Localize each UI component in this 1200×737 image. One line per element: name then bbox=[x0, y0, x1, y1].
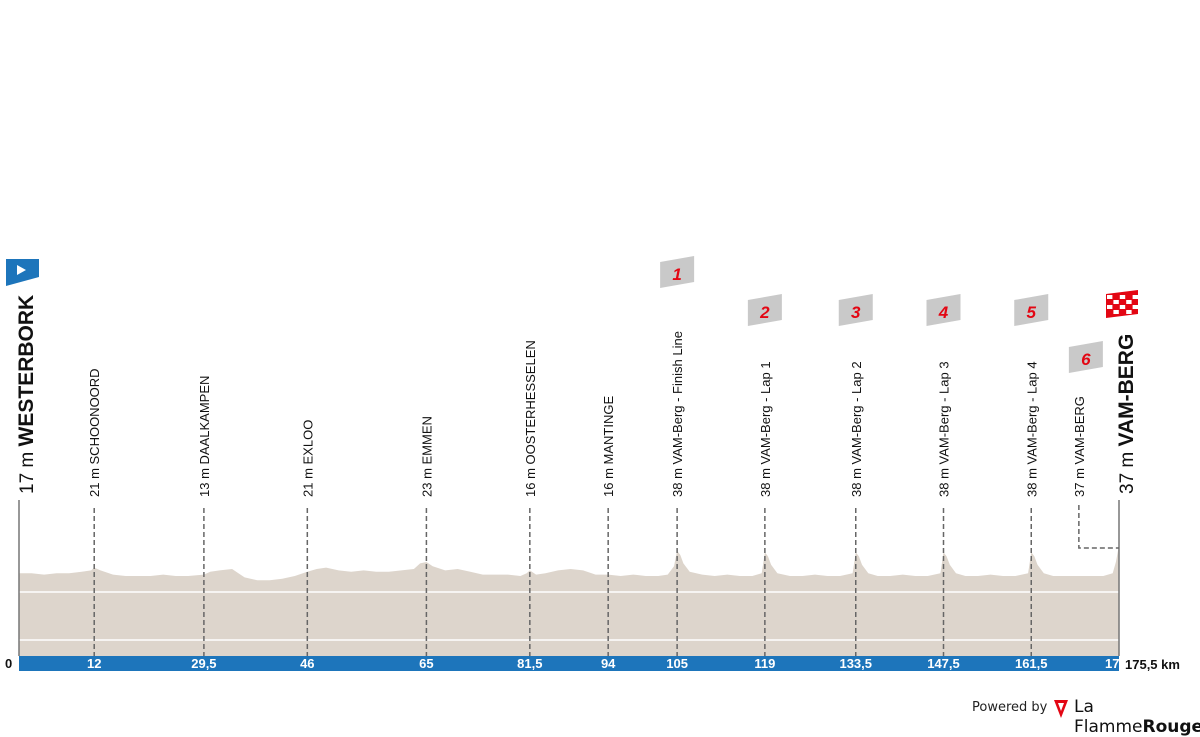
waypoint-label: 16 m MANTINGE bbox=[601, 396, 616, 497]
start-flag-icon bbox=[6, 259, 39, 286]
km-tick-label: 119 bbox=[754, 656, 775, 671]
checker-square bbox=[1119, 305, 1126, 309]
checker-square bbox=[1113, 300, 1119, 304]
finish-altitude-label: 37 m bbox=[1117, 446, 1138, 494]
waypoint-label: 38 m VAM-Berg - Lap 4 bbox=[1024, 361, 1039, 497]
waypoint-label: 38 m VAM-Berg - Lap 1 bbox=[758, 361, 773, 497]
sprint-flag-icon bbox=[1014, 294, 1049, 326]
sprint-flag-icon bbox=[926, 294, 961, 326]
km-tick-label: 65 bbox=[419, 656, 433, 671]
checker-pattern bbox=[1107, 295, 1138, 314]
flame-logo-icon bbox=[1054, 700, 1068, 718]
waypoint-markers-group bbox=[18, 500, 1120, 656]
flags-group: 1 2 3 4 5 6 bbox=[6, 256, 1138, 373]
distance-axis-group: 0 175,5 km 12 29,5 46 65 81,5 94 105 119 133,5 147,… bbox=[5, 656, 1180, 672]
finish-flag-icon bbox=[1106, 290, 1138, 318]
km-tick-label: 175 bbox=[1105, 656, 1127, 671]
sprint-flag-icon bbox=[1068, 341, 1103, 373]
total-distance-label: 175,5 km bbox=[1125, 657, 1180, 672]
sprint-flag-icon bbox=[660, 256, 695, 288]
waypoint-labels-group: 17 m WESTERBORK 37 m VAM-BERG 21 m SCHOONO… bbox=[15, 295, 1138, 497]
waypoint-label: 38 m VAM-Berg - Finish Line bbox=[670, 331, 685, 497]
finish-label: 37 m VAM-BERG bbox=[1115, 334, 1138, 494]
distance-axis-bar bbox=[19, 656, 1119, 671]
checker-square bbox=[1126, 300, 1132, 304]
finish-name-label: VAM-BERG bbox=[1115, 334, 1138, 447]
profile-area bbox=[19, 545, 1119, 656]
km-tick-label: 46 bbox=[300, 656, 314, 671]
checker-square bbox=[1119, 295, 1126, 299]
km-tick-label: 133,5 bbox=[839, 656, 872, 671]
waypoint-label: 16 m OOSTERHESSELEN bbox=[523, 340, 538, 497]
sprint-flag-icon bbox=[838, 294, 873, 326]
start-name-label: WESTERBORK bbox=[15, 295, 38, 447]
waypoint-label: 21 m EXLOO bbox=[300, 420, 315, 497]
sprint-number: 3 bbox=[851, 303, 861, 322]
km-tick-label: 94 bbox=[601, 656, 616, 671]
km-tick-label: 161,5 bbox=[1015, 656, 1048, 671]
start-altitude-label: 17 m bbox=[17, 446, 38, 494]
checker-square bbox=[1132, 295, 1138, 299]
waypoint-label: 38 m VAM-Berg - Lap 3 bbox=[937, 361, 952, 497]
km-tick-label: 147,5 bbox=[927, 656, 960, 671]
axis-origin-label: 0 bbox=[5, 656, 12, 671]
play-icon bbox=[17, 265, 26, 275]
km-tick-label: 105 bbox=[666, 656, 688, 671]
sprint-number: 2 bbox=[759, 303, 770, 322]
brand-name: La FlammeRouge bbox=[1074, 697, 1200, 737]
waypoint-label: 38 m VAM-Berg - Lap 2 bbox=[849, 361, 864, 497]
checker-square bbox=[1107, 295, 1113, 299]
sprint-number: 6 bbox=[1081, 350, 1091, 369]
km-tick-label: 81,5 bbox=[517, 656, 542, 671]
sprint-number: 1 bbox=[672, 265, 681, 284]
powered-by-label: Powered by bbox=[972, 700, 1048, 715]
checker-square bbox=[1113, 310, 1119, 314]
sprint-number: 5 bbox=[1027, 303, 1037, 322]
start-label: 17 m WESTERBORK bbox=[15, 295, 38, 494]
km-tick-label: 12 bbox=[87, 656, 101, 671]
waypoint-dashed-line bbox=[1078, 505, 1119, 549]
sprint-number: 4 bbox=[938, 303, 949, 322]
sprint-flag-icon bbox=[747, 294, 782, 326]
waypoint-label: 13 m DAALKAMPEN bbox=[197, 376, 212, 497]
checker-square bbox=[1132, 305, 1138, 309]
checker-square bbox=[1107, 305, 1113, 309]
km-tick-label: 29,5 bbox=[191, 656, 216, 671]
profile-area-group bbox=[19, 545, 1119, 656]
checker-square bbox=[1126, 310, 1132, 314]
waypoint-label: 21 m SCHOONOORD bbox=[87, 368, 102, 497]
waypoint-label: 37 m VAM-BERG bbox=[1072, 396, 1087, 497]
waypoint-label: 23 m EMMEN bbox=[419, 416, 434, 497]
